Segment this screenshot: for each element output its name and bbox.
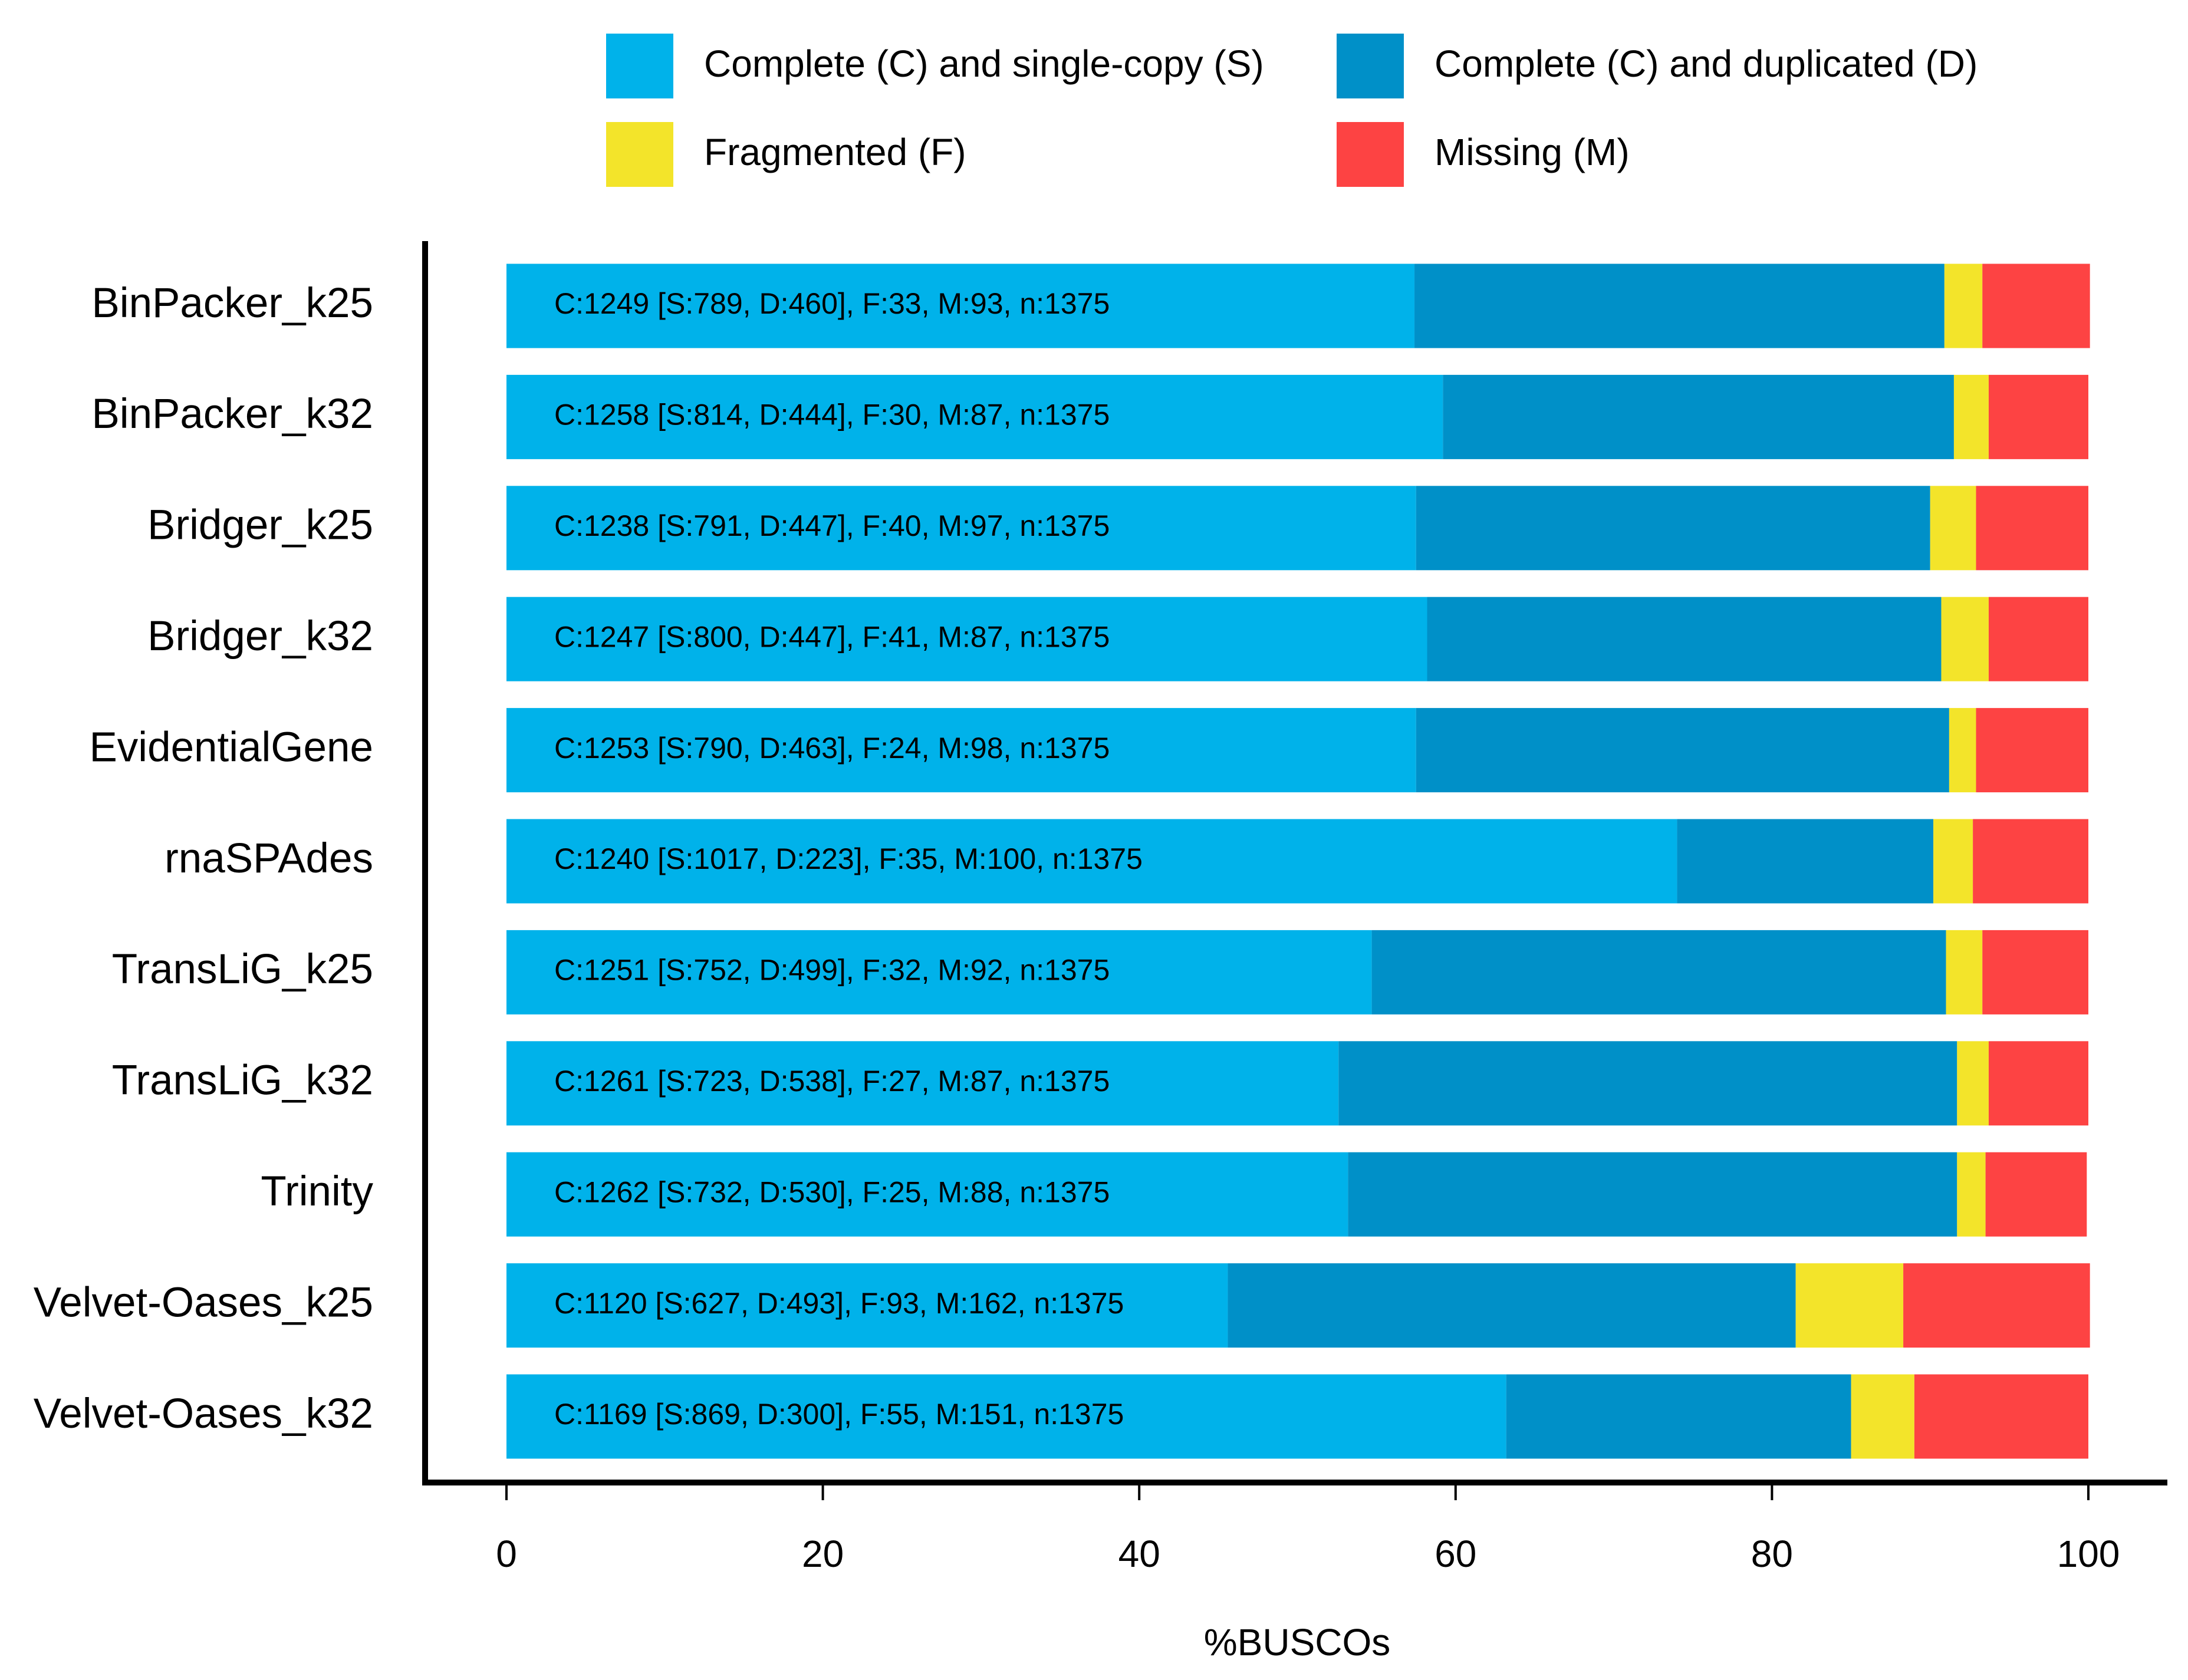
y-tick-label: Bridger_k32 (147, 613, 373, 660)
bar-label: C:1238 [S:791, D:447], F:40, M:97, n:137… (554, 509, 1110, 542)
bar-segment (506, 1041, 1339, 1126)
bar-segment (1677, 819, 1934, 904)
x-tick-label: 40 (1118, 1533, 1160, 1575)
bar-segment (1957, 1152, 1986, 1237)
bar-segment (1414, 263, 1944, 348)
bar-label: C:1169 [S:869, D:300], F:55, M:151, n:13… (554, 1398, 1124, 1431)
legend-label: Complete (C) and duplicated (D) (1434, 42, 1978, 85)
bar-segment (1348, 1152, 1957, 1237)
bar-label: C:1249 [S:789, D:460], F:33, M:93, n:137… (554, 287, 1110, 320)
x-tick-label: 20 (802, 1533, 844, 1575)
bar-segment (1988, 374, 2088, 459)
y-tick-label: EvidentialGene (89, 724, 373, 770)
bar-label: C:1261 [S:723, D:538], F:27, M:87, n:137… (554, 1065, 1110, 1098)
bar-segment (1795, 1263, 1904, 1348)
y-tick-label: rnaSPAdes (164, 835, 373, 882)
bar-segment (1949, 708, 1976, 793)
bar-segment (506, 1263, 1228, 1348)
bar-segment (506, 930, 1372, 1014)
bar-segment (1338, 1041, 1957, 1126)
bar-segment (1944, 263, 1983, 348)
bar-segment (1427, 597, 1942, 681)
bar-segment (1982, 263, 2090, 348)
bar-segment (1976, 486, 2088, 571)
bar-segment (1228, 1263, 1796, 1348)
x-tick-label: 0 (496, 1533, 517, 1575)
bar-segment (506, 374, 1443, 459)
bar-segment (1416, 486, 1930, 571)
bar-segment (1903, 1263, 2090, 1348)
bar-segment (1976, 708, 2088, 793)
bar-segment (506, 486, 1416, 571)
x-tick-label: 100 (2057, 1533, 2120, 1575)
x-tick-label: 60 (1434, 1533, 1476, 1575)
bar-segment (1973, 819, 2088, 904)
bar-segment (1851, 1374, 1914, 1459)
legend-label: Complete (C) and single-copy (S) (704, 42, 1264, 85)
bar-segment (1985, 1152, 2087, 1237)
bar-label: C:1258 [S:814, D:444], F:30, M:87, n:137… (554, 398, 1110, 431)
y-tick-label: Velvet-Oases_k25 (34, 1279, 373, 1326)
bar-segment (1988, 597, 2088, 681)
bar-segment (1443, 374, 1954, 459)
bar-segment (1953, 374, 1989, 459)
bar-segment (506, 263, 1415, 348)
bar-segment (1982, 930, 2088, 1014)
bar-segment (506, 1374, 1506, 1459)
y-tick-label: Bridger_k25 (147, 502, 373, 549)
bar-segment (1506, 1374, 1851, 1459)
bar-segment (506, 819, 1677, 904)
y-tick-label: Velvet-Oases_k32 (34, 1391, 373, 1437)
bar-segment (1914, 1374, 2088, 1459)
bar-label: C:1120 [S:627, D:493], F:93, M:162, n:13… (554, 1287, 1124, 1320)
legend-swatch (606, 122, 673, 187)
y-tick-label: Trinity (261, 1168, 373, 1215)
x-axis-title: %BUSCOs (1204, 1621, 1391, 1663)
y-tick-label: TransLiG_k32 (112, 1058, 373, 1104)
legend-label: Missing (M) (1434, 131, 1630, 173)
legend-swatch (606, 34, 673, 98)
bar-label: C:1251 [S:752, D:499], F:32, M:92, n:137… (554, 954, 1110, 987)
bar-segment (506, 1152, 1348, 1237)
bar-segment (1988, 1041, 2088, 1126)
bar-label: C:1247 [S:800, D:447], F:41, M:87, n:137… (554, 620, 1110, 653)
bar-label: C:1240 [S:1017, D:223], F:35, M:100, n:1… (554, 842, 1143, 875)
bar-segment (1416, 708, 1949, 793)
y-tick-label: BinPacker_k32 (91, 391, 373, 437)
legend-swatch (1337, 34, 1404, 98)
y-tick-label: TransLiG_k25 (112, 946, 373, 993)
bar-segment (1946, 930, 1983, 1014)
y-tick-label: BinPacker_k25 (91, 280, 373, 327)
x-tick-label: 80 (1751, 1533, 1793, 1575)
legend-label: Fragmented (F) (704, 131, 966, 173)
bar-label: C:1262 [S:732, D:530], F:25, M:88, n:137… (554, 1175, 1110, 1208)
bar-label: C:1253 [S:790, D:463], F:24, M:98, n:137… (554, 732, 1110, 765)
bar-segment (1371, 930, 1946, 1014)
bar-segment (506, 708, 1416, 793)
bar-segment (1957, 1041, 1989, 1126)
bar-segment (1930, 486, 1976, 571)
bar-segment (1933, 819, 1973, 904)
bar-segment (1941, 597, 1989, 681)
legend-swatch (1337, 122, 1404, 187)
bar-segment (506, 597, 1427, 681)
